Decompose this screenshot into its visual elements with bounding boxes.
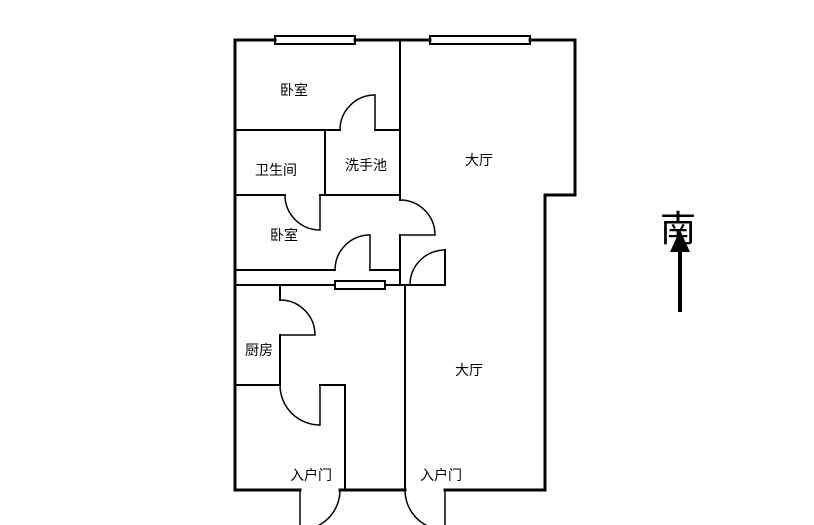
floorplan-canvas bbox=[0, 0, 814, 525]
label-kitchen: 厨房 bbox=[245, 340, 273, 360]
label-entry-2: 入户门 bbox=[420, 465, 462, 485]
label-hall-2: 大厅 bbox=[455, 360, 483, 380]
label-bathroom: 卫生间 bbox=[255, 160, 297, 180]
label-washbasin: 洗手池 bbox=[345, 155, 387, 175]
label-bedroom-1: 卧室 bbox=[280, 80, 308, 100]
compass-label: 南 bbox=[660, 200, 696, 252]
label-entry-1: 入户门 bbox=[290, 465, 332, 485]
label-hall-1: 大厅 bbox=[465, 150, 493, 170]
label-bedroom-2: 卧室 bbox=[270, 225, 298, 245]
